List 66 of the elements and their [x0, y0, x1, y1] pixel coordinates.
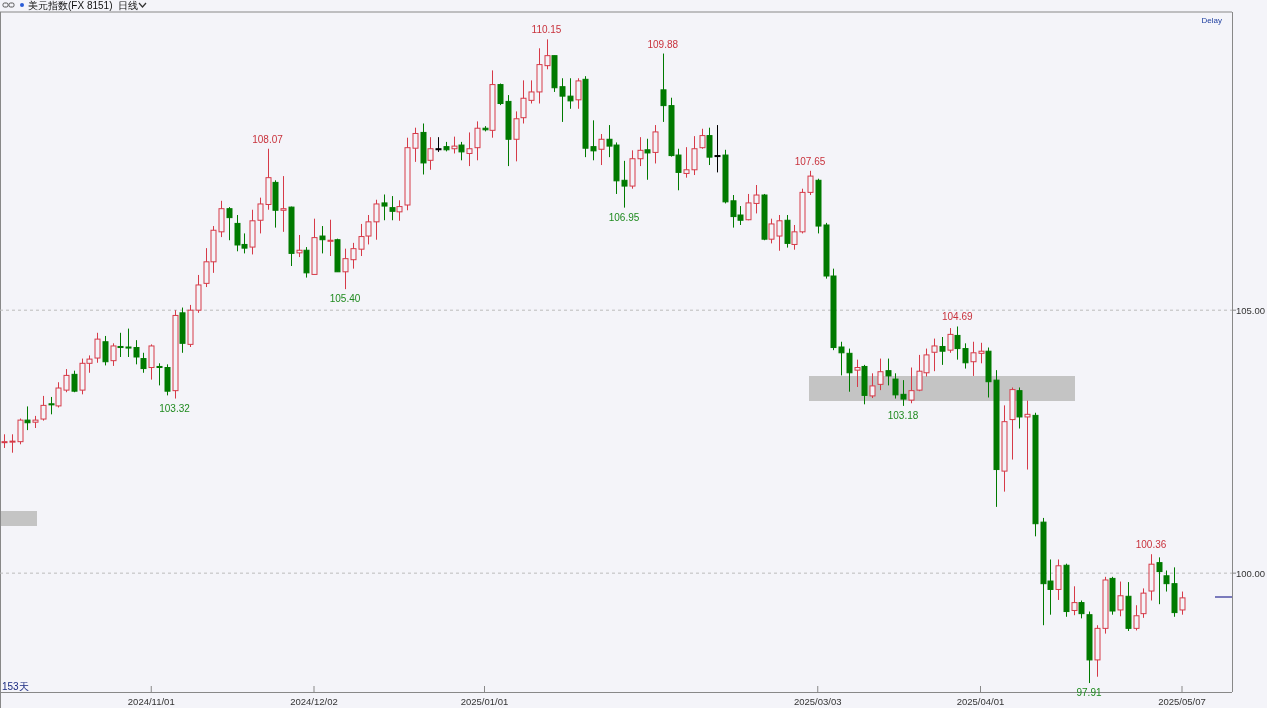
- candlestick: [427, 136, 434, 171]
- candlestick: [110, 342, 117, 367]
- x-tick-label: 2024/11/01: [127, 696, 175, 707]
- candlestick: [148, 343, 155, 381]
- candlestick: [466, 131, 473, 167]
- y-tick-label: 105.00: [1236, 304, 1266, 316]
- y-tick-label: 100.00: [1236, 567, 1266, 579]
- candlestick: [1055, 558, 1062, 601]
- x-tick-label: 2025/04/01: [956, 696, 1005, 707]
- candlestick: [319, 225, 326, 254]
- candlestick: [714, 124, 721, 173]
- text: Delay: [1201, 16, 1222, 25]
- candlestick: [846, 348, 853, 393]
- annotation: 105.40: [329, 293, 361, 305]
- candlestick: [24, 405, 31, 431]
- annotation: 110.15: [531, 24, 562, 36]
- annotation: 104.69: [941, 311, 973, 323]
- candlestick: [947, 327, 954, 354]
- candlestick: [869, 372, 876, 399]
- annotation: 106.95: [608, 211, 640, 223]
- x-tick-label: 2025/01/01: [460, 696, 509, 707]
- candlestick: [644, 138, 651, 181]
- candlestick: [226, 206, 233, 241]
- x-tick-label: 2025/03/03: [793, 696, 842, 707]
- candlestick: [140, 352, 147, 374]
- candlestick: [1140, 587, 1147, 619]
- candlestick: [389, 195, 396, 221]
- annotation: 103.32: [159, 402, 191, 414]
- candlestick: [1117, 581, 1124, 617]
- candlestick: [784, 214, 791, 249]
- candlestick: [458, 141, 465, 161]
- annotation: 103.18: [887, 409, 919, 421]
- candlestick: [381, 193, 388, 221]
- candlestick: [598, 133, 605, 166]
- candlestick: [396, 199, 403, 222]
- annotation: 100.36: [1135, 539, 1167, 551]
- candlestick: [303, 246, 310, 279]
- x-tick-label: 2024/12/02: [290, 696, 338, 707]
- candlestick: [327, 219, 334, 257]
- candlestick: [931, 338, 938, 372]
- candlestick: [280, 175, 287, 233]
- chart-title: 美元指数(FX 8151): [28, 0, 113, 11]
- candlestick: [652, 124, 659, 164]
- candlestick: [877, 358, 884, 391]
- annotation: 107.65: [794, 155, 826, 167]
- candlestick: [1024, 400, 1031, 471]
- candlestick: [296, 234, 303, 258]
- candlestick: [885, 358, 892, 386]
- annotation: 153天: [2, 681, 29, 692]
- candlestick: [513, 110, 520, 162]
- annotation: 97.91: [1076, 687, 1102, 699]
- candlestick: [1133, 604, 1140, 631]
- candlestick: [939, 336, 946, 366]
- x-tick-label: 2025/05/07: [1158, 696, 1206, 707]
- candlestick: [1156, 556, 1163, 605]
- candlestick: [474, 120, 481, 161]
- candlestick: [102, 335, 109, 366]
- candlestick: [575, 77, 582, 110]
- candlestick: [699, 128, 706, 150]
- candlestick: [1071, 585, 1078, 616]
- candlestick: [706, 127, 713, 166]
- annotation: 109.88: [647, 38, 679, 50]
- candlestick: [854, 359, 861, 388]
- annotation: 108.07: [252, 133, 284, 145]
- chart-subtitle: 日线: [118, 0, 138, 11]
- candlestick: [1179, 591, 1186, 616]
